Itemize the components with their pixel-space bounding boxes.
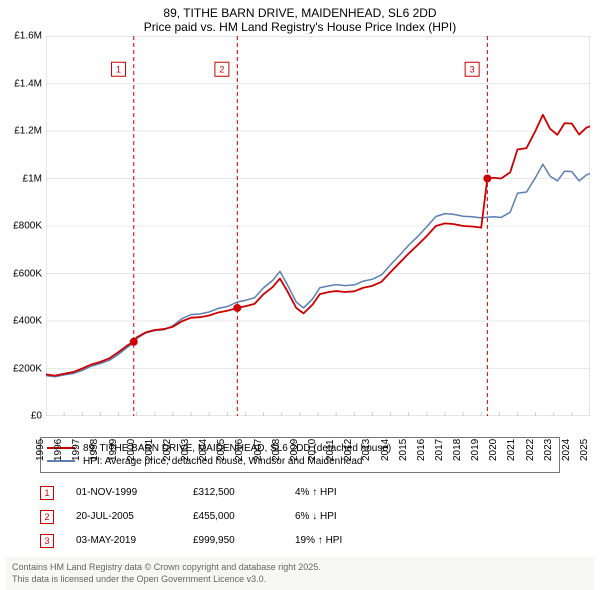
transaction-row: 2 20-JUL-2005 £455,000 6% ↓ HPI <box>40 505 560 529</box>
x-tick-label: 2007 <box>252 439 263 461</box>
x-tick-label: 2019 <box>470 439 481 461</box>
x-tick-label: 2001 <box>144 439 155 461</box>
x-tick-label: 1998 <box>89 439 100 461</box>
transaction-hpi-diff: 6% ↓ HPI <box>295 511 385 522</box>
x-tick-label: 2014 <box>379 439 390 461</box>
y-tick-label: £400K <box>13 316 42 327</box>
x-tick-label: 2011 <box>325 439 336 461</box>
transaction-index: 2 <box>40 510 54 524</box>
x-tick-label: 2003 <box>180 439 191 461</box>
x-tick-label: 2004 <box>198 439 209 461</box>
x-tick-label: 2021 <box>506 439 517 461</box>
transaction-date: 03-MAY-2019 <box>76 535 171 546</box>
x-tick-label: 2017 <box>434 439 445 461</box>
y-tick-label: £1.6M <box>14 31 42 42</box>
y-tick-label: £1M <box>23 173 42 184</box>
x-axis: 1995199619971998199920002001200220032004… <box>46 416 590 431</box>
x-tick-label: 2015 <box>398 439 409 461</box>
transaction-index: 1 <box>40 486 54 500</box>
x-tick-label: 1995 <box>35 439 46 461</box>
transaction-price: £455,000 <box>193 511 273 522</box>
footer-line: Contains HM Land Registry data © Crown c… <box>12 561 588 574</box>
x-tick-label: 2000 <box>126 439 137 461</box>
svg-text:1: 1 <box>116 64 121 74</box>
x-tick-label: 2013 <box>361 439 372 461</box>
y-tick-label: £200K <box>13 363 42 374</box>
x-tick-label: 1999 <box>107 439 118 461</box>
transactions-table: 1 01-NOV-1999 £312,500 4% ↑ HPI 2 20-JUL-2005… <box>40 481 560 553</box>
x-tick-label: 2006 <box>234 439 245 461</box>
x-tick-label: 2008 <box>271 439 282 461</box>
x-tick-label: 2010 <box>307 439 318 461</box>
footer-attribution: Contains HM Land Registry data © Crown c… <box>6 557 594 590</box>
chart-titles: 89, TITHE BARN DRIVE, MAIDENHEAD, SL6 2D… <box>0 0 600 36</box>
x-tick-label: 1996 <box>53 439 64 461</box>
y-tick-label: £0 <box>31 411 42 422</box>
chart-title: 89, TITHE BARN DRIVE, MAIDENHEAD, SL6 2D… <box>4 6 596 20</box>
x-tick-label: 2022 <box>524 439 535 461</box>
y-tick-label: £800K <box>13 221 42 232</box>
svg-text:2: 2 <box>219 64 224 74</box>
y-tick-label: £1.4M <box>14 78 42 89</box>
footer-line: This data is licensed under the Open Gov… <box>12 573 588 586</box>
transaction-hpi-diff: 4% ↑ HPI <box>295 487 385 498</box>
transaction-price: £999,950 <box>193 535 273 546</box>
x-tick-label: 2018 <box>452 439 463 461</box>
x-tick-label: 2020 <box>488 439 499 461</box>
x-tick-label: 2023 <box>543 439 554 461</box>
transaction-date: 01-NOV-1999 <box>76 487 171 498</box>
line-chart: 1 2 3 <box>46 36 590 416</box>
x-tick-label: 2009 <box>289 439 300 461</box>
y-tick-label: £600K <box>13 268 42 279</box>
x-tick-label: 2025 <box>579 439 590 461</box>
x-tick-label: 2016 <box>416 439 427 461</box>
transaction-index: 3 <box>40 534 54 548</box>
x-tick-label: 2024 <box>561 439 572 461</box>
x-tick-label: 2012 <box>343 439 354 461</box>
transaction-date: 20-JUL-2005 <box>76 511 171 522</box>
x-tick-label: 2005 <box>216 439 227 461</box>
transaction-price: £312,500 <box>193 487 273 498</box>
x-tick-label: 2002 <box>162 439 173 461</box>
x-tick-label: 1997 <box>71 439 82 461</box>
transaction-hpi-diff: 19% ↑ HPI <box>295 535 385 546</box>
chart-area: 123 £0£200K£400K£600K£800K£1M£1.2M£1.4M£… <box>46 36 590 416</box>
svg-text:3: 3 <box>470 64 475 74</box>
transaction-row: 3 03-MAY-2019 £999,950 19% ↑ HPI <box>40 529 560 553</box>
transaction-row: 1 01-NOV-1999 £312,500 4% ↑ HPI <box>40 481 560 505</box>
y-tick-label: £1.2M <box>14 126 42 137</box>
chart-subtitle: Price paid vs. HM Land Registry's House … <box>4 20 596 34</box>
